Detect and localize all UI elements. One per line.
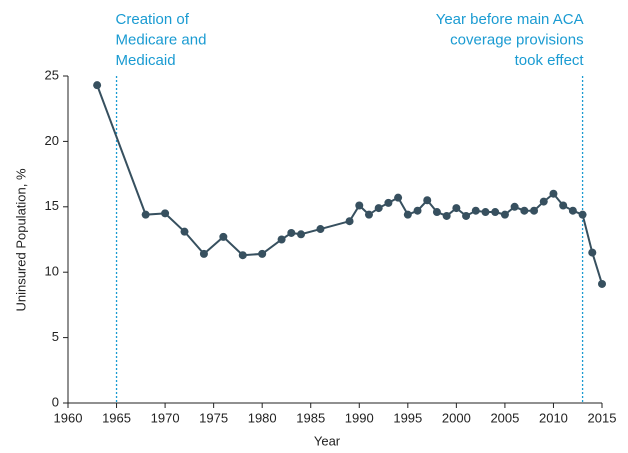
point — [510, 202, 519, 211]
annotation-text: Year before main ACA — [436, 11, 584, 28]
point — [452, 204, 461, 213]
y-tick-label: 0 — [52, 394, 59, 409]
point — [491, 208, 500, 217]
point — [442, 211, 451, 220]
annotation-text: Creation of — [116, 11, 190, 28]
point — [413, 206, 422, 215]
point — [374, 204, 383, 213]
point — [141, 210, 150, 219]
point — [530, 206, 539, 215]
point — [258, 249, 267, 258]
annotation-text: took effect — [515, 52, 585, 69]
point — [500, 210, 509, 219]
point — [588, 248, 597, 257]
annotation-text: Medicare and — [116, 31, 207, 48]
point — [384, 198, 393, 207]
point — [316, 225, 325, 234]
x-tick-label: 1960 — [54, 410, 83, 425]
annotation-text: coverage provisions — [450, 31, 583, 48]
point — [520, 206, 529, 215]
x-tick-label: 1995 — [393, 410, 422, 425]
series-line — [96, 84, 603, 285]
y-tick-label: 5 — [52, 329, 59, 344]
x-tick-label: 1965 — [102, 410, 131, 425]
y-axis-label: Uninsured Population, % — [13, 168, 28, 312]
x-tick-label: 1990 — [345, 410, 374, 425]
point — [277, 235, 286, 244]
point — [364, 210, 373, 219]
x-tick-label: 2010 — [539, 410, 568, 425]
point — [403, 210, 412, 219]
point — [355, 201, 364, 210]
y-tick-label: 20 — [45, 133, 59, 148]
point — [462, 211, 471, 220]
point — [481, 208, 490, 217]
point — [539, 197, 548, 206]
x-tick-label: 2015 — [588, 410, 617, 425]
point — [394, 193, 403, 202]
point — [578, 210, 587, 219]
point — [345, 217, 354, 226]
point — [297, 230, 306, 239]
point — [93, 81, 102, 90]
point — [568, 206, 577, 215]
point — [161, 209, 170, 218]
point — [598, 279, 606, 288]
x-tick-label: 2005 — [490, 410, 519, 425]
point — [559, 201, 568, 210]
point — [549, 189, 558, 198]
y-tick-label: 10 — [45, 264, 59, 279]
x-tick-label: 2000 — [442, 410, 471, 425]
x-tick-label: 1980 — [248, 410, 277, 425]
y-tick-label: 25 — [45, 67, 59, 82]
x-tick-label: 1985 — [296, 410, 325, 425]
point — [180, 227, 189, 236]
point — [199, 249, 208, 258]
point — [432, 208, 441, 217]
point — [287, 228, 296, 237]
point — [471, 206, 480, 215]
x-axis-label: Year — [314, 433, 341, 448]
point — [219, 232, 228, 241]
point — [423, 196, 432, 205]
x-tick-label: 1970 — [151, 410, 180, 425]
annotation-text: Medicaid — [116, 52, 176, 69]
y-tick-label: 15 — [45, 198, 59, 213]
point — [238, 251, 247, 260]
x-tick-label: 1975 — [199, 410, 228, 425]
